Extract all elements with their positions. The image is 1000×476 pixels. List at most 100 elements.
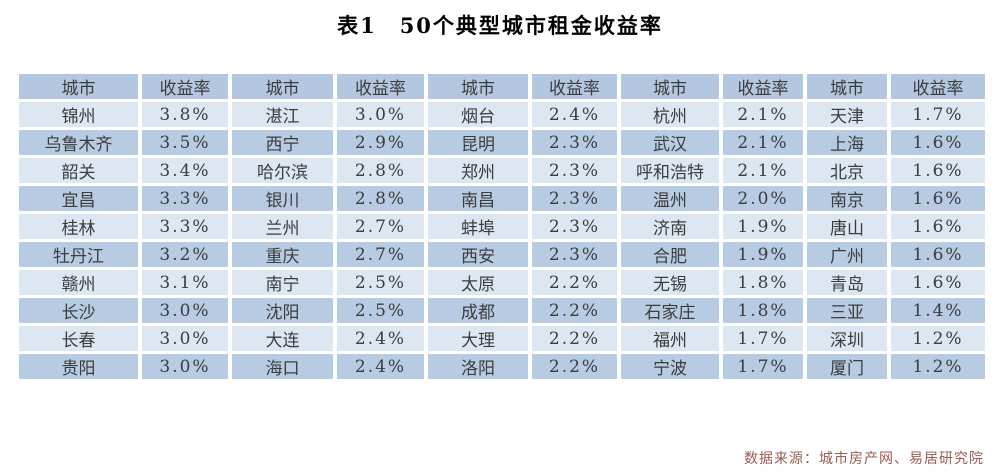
- city-column-header: 城市: [424, 71, 532, 102]
- yield-cell: 2.7%: [333, 211, 428, 242]
- yield-cell: 2.4%: [528, 99, 621, 130]
- yield-cell: 2.3%: [528, 239, 621, 270]
- city-cell: 天津: [803, 99, 891, 130]
- yield-cell: 1.9%: [719, 239, 807, 270]
- city-cell: 锦州: [15, 99, 142, 130]
- yield-cell: 2.2%: [528, 351, 621, 382]
- city-cell: 广州: [803, 239, 891, 270]
- city-cell: 深圳: [803, 323, 891, 354]
- rent-yield-table: 城市 收益率 城市 收益率 城市 收益率 城市 收益率 城市 收益率 锦州 3.8% 湛江 3.0% 烟台…: [15, 71, 989, 382]
- yield-cell: 3.5%: [138, 127, 232, 158]
- city-cell: 银川: [228, 183, 337, 214]
- city-cell: 蚌埠: [424, 211, 532, 242]
- table-row: 桂林 3.3% 兰州 2.7% 蚌埠 2.3% 济南 1.9% 唐山 1.6%: [15, 211, 989, 242]
- yield-cell: 1.6%: [887, 211, 989, 242]
- table-row: 赣州 3.1% 南宁 2.5% 太原 2.2% 无锡 1.8% 青岛 1.6%: [15, 267, 989, 298]
- yield-cell: 2.4%: [333, 323, 428, 354]
- yield-cell: 1.7%: [719, 351, 807, 382]
- data-source-note: 数据来源：城市房产网、易居研究院: [744, 451, 984, 467]
- table-row: 长沙 3.0% 沈阳 2.5% 成都 2.2% 石家庄 1.8% 三亚 1.4%: [15, 295, 989, 326]
- table-body: 锦州 3.8% 湛江 3.0% 烟台 2.4% 杭州 2.1% 天津 1.7% 乌鲁木齐 3.5% 西宁…: [15, 99, 989, 382]
- yield-cell: 1.6%: [887, 155, 989, 186]
- city-cell: 桂林: [15, 211, 142, 242]
- city-cell: 石家庄: [617, 295, 723, 326]
- yield-cell: 1.7%: [887, 99, 989, 130]
- city-cell: 重庆: [228, 239, 337, 270]
- yield-cell: 1.6%: [887, 239, 989, 270]
- yield-cell: 3.0%: [138, 295, 232, 326]
- city-cell: 南昌: [424, 183, 532, 214]
- table-row: 长春 3.0% 大连 2.4% 大理 2.2% 福州 1.7% 深圳 1.2%: [15, 323, 989, 354]
- yield-cell: 3.3%: [138, 183, 232, 214]
- yield-cell: 2.2%: [528, 323, 621, 354]
- city-cell: 上海: [803, 127, 891, 158]
- table-row: 宜昌 3.3% 银川 2.8% 南昌 2.3% 温州 2.0% 南京 1.6%: [15, 183, 989, 214]
- yield-column-header: 收益率: [138, 71, 232, 102]
- yield-cell: 3.0%: [138, 323, 232, 354]
- yield-cell: 2.4%: [333, 351, 428, 382]
- city-cell: 洛阳: [424, 351, 532, 382]
- city-cell: 北京: [803, 155, 891, 186]
- city-column-header: 城市: [803, 71, 891, 102]
- city-cell: 南宁: [228, 267, 337, 298]
- yield-cell: 1.6%: [887, 183, 989, 214]
- table-row: 贵阳 3.0% 海口 2.4% 洛阳 2.2% 宁波 1.7% 厦门 1.2%: [15, 351, 989, 382]
- city-cell: 哈尔滨: [228, 155, 337, 186]
- city-cell: 唐山: [803, 211, 891, 242]
- city-cell: 西安: [424, 239, 532, 270]
- yield-cell: 2.1%: [719, 99, 807, 130]
- yield-cell: 2.0%: [719, 183, 807, 214]
- yield-cell: 2.3%: [528, 211, 621, 242]
- yield-cell: 2.3%: [528, 155, 621, 186]
- city-cell: 成都: [424, 295, 532, 326]
- table-title: 表1 50个典型城市租金收益率: [337, 13, 663, 38]
- yield-cell: 3.0%: [138, 351, 232, 382]
- city-cell: 温州: [617, 183, 723, 214]
- city-column-header: 城市: [15, 71, 142, 102]
- yield-cell: 1.7%: [719, 323, 807, 354]
- city-cell: 郑州: [424, 155, 532, 186]
- city-cell: 杭州: [617, 99, 723, 130]
- table-row: 韶关 3.4% 哈尔滨 2.8% 郑州 2.3% 呼和浩特 2.1% 北京 1.6%: [15, 155, 989, 186]
- city-cell: 烟台: [424, 99, 532, 130]
- city-cell: 乌鲁木齐: [15, 127, 142, 158]
- city-cell: 昆明: [424, 127, 532, 158]
- city-cell: 牡丹江: [15, 239, 142, 270]
- city-cell: 湛江: [228, 99, 337, 130]
- city-cell: 沈阳: [228, 295, 337, 326]
- city-cell: 长沙: [15, 295, 142, 326]
- yield-cell: 1.6%: [887, 267, 989, 298]
- city-cell: 长春: [15, 323, 142, 354]
- city-cell: 西宁: [228, 127, 337, 158]
- yield-cell: 2.8%: [333, 155, 428, 186]
- city-cell: 宜昌: [15, 183, 142, 214]
- city-cell: 海口: [228, 351, 337, 382]
- city-cell: 呼和浩特: [617, 155, 723, 186]
- yield-cell: 1.6%: [887, 127, 989, 158]
- city-cell: 青岛: [803, 267, 891, 298]
- city-cell: 大理: [424, 323, 532, 354]
- city-cell: 三亚: [803, 295, 891, 326]
- yield-cell: 2.2%: [528, 295, 621, 326]
- yield-cell: 1.4%: [887, 295, 989, 326]
- city-cell: 宁波: [617, 351, 723, 382]
- city-cell: 无锡: [617, 267, 723, 298]
- header-row: 城市 收益率 城市 收益率 城市 收益率 城市 收益率 城市 收益率: [15, 71, 989, 102]
- yield-cell: 3.4%: [138, 155, 232, 186]
- yield-cell: 2.1%: [719, 155, 807, 186]
- yield-column-header: 收益率: [887, 71, 989, 102]
- city-cell: 大连: [228, 323, 337, 354]
- table-header-row: 城市 收益率 城市 收益率 城市 收益率 城市 收益率 城市 收益率: [15, 71, 989, 102]
- city-cell: 南京: [803, 183, 891, 214]
- yield-cell: 3.1%: [138, 267, 232, 298]
- yield-cell: 2.8%: [333, 183, 428, 214]
- yield-cell: 2.2%: [528, 267, 621, 298]
- document-page: 表1 50个典型城市租金收益率 城市 收益率 城市 收益率 城市 收益率 城市 收益率 城市 收益…: [0, 10, 1000, 467]
- city-cell: 贵阳: [15, 351, 142, 382]
- yield-cell: 3.0%: [333, 99, 428, 130]
- yield-cell: 2.9%: [333, 127, 428, 158]
- yield-cell: 3.2%: [138, 239, 232, 270]
- yield-cell: 2.3%: [528, 183, 621, 214]
- yield-cell: 1.2%: [887, 323, 989, 354]
- yield-cell: 2.3%: [528, 127, 621, 158]
